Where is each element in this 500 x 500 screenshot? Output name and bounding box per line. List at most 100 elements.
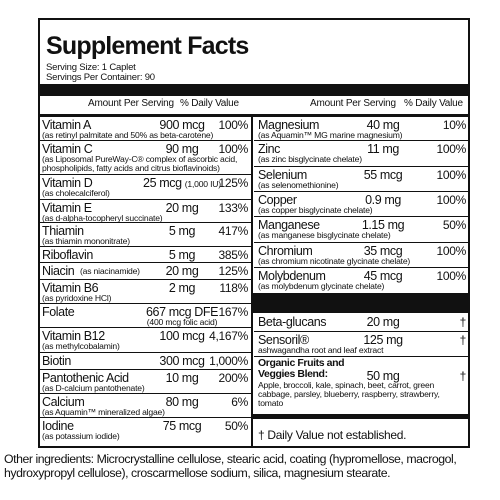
nutrient-name: Zinc xyxy=(258,142,281,156)
header-daily-value: % Daily Value xyxy=(404,98,463,109)
row-rule xyxy=(38,174,252,175)
amount: 20 mg xyxy=(132,264,232,278)
amount: 1.15 mg xyxy=(333,218,433,232)
row-rule xyxy=(254,331,470,332)
daily-value: 100% xyxy=(436,269,467,283)
daily-value: 50% xyxy=(224,419,248,433)
amount: 0.9 mg xyxy=(333,193,433,207)
amount: 55 mcg xyxy=(333,168,433,182)
daily-value: 167% xyxy=(218,305,249,319)
daily-value: 1,000% xyxy=(209,354,248,368)
daily-value: † xyxy=(459,315,467,329)
daily-value: 125% xyxy=(218,176,249,190)
nutrient-name: Riboflavin xyxy=(42,248,93,262)
row-rule xyxy=(38,262,252,263)
amount-value: 75 mcg xyxy=(162,419,202,433)
amount-value: 20 mg xyxy=(165,201,199,215)
nutrient-note: (as Liposomal PureWay-C® complex of asco… xyxy=(42,154,238,173)
amount-value: 300 mcg xyxy=(159,354,205,368)
amount-value: 90 mg xyxy=(165,142,199,156)
amount-value: 55 mcg xyxy=(363,168,403,182)
amount: 20 mg xyxy=(132,201,232,215)
nutrient-name: Vitamin B6 xyxy=(42,281,99,295)
daily-value: 100% xyxy=(436,168,467,182)
daily-value: 10% xyxy=(442,118,466,132)
row-rule xyxy=(38,140,252,141)
nutrient-name: Organic Fruits and Veggies Blend: xyxy=(258,357,345,380)
nutrient-name: Beta-glucans xyxy=(258,315,327,329)
nutrient-row: Vitamin D 25 mcg (1,000 IU) 125% (as cholec… xyxy=(42,175,250,200)
amount-value: 100 mcg xyxy=(159,329,205,343)
nutrient-row: Biotin 300 mcg 1,000% xyxy=(42,353,250,370)
other-ingredients: Other ingredients: Microcrystalline cell… xyxy=(4,452,457,480)
nutrient-note: (as niacinamide) xyxy=(80,266,140,276)
row-rule xyxy=(38,246,252,247)
nutrient-name: Chromium xyxy=(258,244,313,258)
nutrient-name: Molybdenum xyxy=(258,269,326,283)
nutrient-row: Copper 0.9 mg 100% (as copper bisglycinate … xyxy=(258,192,468,217)
nutrient-row: Calcium 80 mg 6% (as Aquamin™ mineralized a… xyxy=(42,394,250,418)
nutrient-row: Pantothenic Acid 10 mg 200% (as D-calcium p… xyxy=(42,370,250,394)
amount: 10 mg xyxy=(132,371,232,385)
nutrient-note: (as molybdenum glycinate chelate) xyxy=(258,281,385,291)
daily-value: 50% xyxy=(442,218,466,232)
row-rule xyxy=(254,216,470,217)
amount: 45 mcg xyxy=(333,269,433,283)
row-rule xyxy=(38,222,252,223)
section-bar xyxy=(253,293,470,313)
nutrient-note: (as d-alpha-tocopheryl succinate) xyxy=(42,213,163,223)
row-rule xyxy=(38,303,252,304)
row-rule xyxy=(38,199,252,200)
amount: 125 mg xyxy=(333,333,433,347)
label-frame xyxy=(38,18,470,448)
row-rule xyxy=(38,393,252,394)
nutrient-name: Folate xyxy=(42,305,75,319)
amount-value: 5 mg xyxy=(168,224,196,238)
amount: 5 mg xyxy=(132,224,232,238)
nutrient-row: Chromium 35 mcg 100% (as chromium nicotinat… xyxy=(258,243,468,268)
nutrient-row: Niacin 20 mg 125% (as niacinamide) xyxy=(42,263,250,280)
row-rule xyxy=(38,352,252,353)
nutrient-row: Organic Fruits and Veggies Blend: 50 mg † A… xyxy=(258,357,468,414)
nutrient-name: Calcium xyxy=(42,395,85,409)
nutrient-note: (as cholecalciferol) xyxy=(42,188,110,198)
amount: 90 mg xyxy=(132,142,232,156)
daily-value: 6% xyxy=(231,395,248,409)
nutrient-row: Molybdenum 45 mcg 100% (as molybdenum glyci… xyxy=(258,268,468,293)
nutrient-note: (as methylcobalamin) xyxy=(42,341,120,351)
nutrient-row: Zinc 11 mg 100% (as zinc bisglycinate chela… xyxy=(258,141,468,167)
column-divider xyxy=(251,117,253,448)
nutrient-note: (as selenomethionine) xyxy=(258,180,339,190)
amount: 900 mcg xyxy=(132,118,232,132)
amount-value: 50 mg xyxy=(366,369,400,383)
amount-value: 900 mcg xyxy=(159,118,205,132)
nutrient-note: (as copper bisglycinate chelate) xyxy=(258,205,373,215)
title: Supplement Facts xyxy=(46,32,249,60)
nutrient-note: (as Aquamin™ mineralized algae) xyxy=(42,407,165,417)
row-rule xyxy=(254,140,470,141)
nutrient-row: Vitamin B6 2 mg 118% (as pyridoxine HCl) xyxy=(42,280,250,304)
row-rule xyxy=(254,166,470,167)
daily-value: 417% xyxy=(218,224,249,238)
header-amount: Amount Per Serving xyxy=(88,98,174,109)
amount-value: 125 mg xyxy=(363,333,403,347)
nutrient-row: Folate 667 mcg DFE (400 mcg folic acid) 16… xyxy=(42,304,250,328)
nutrient-note: (as chromium nicotinate glycinate chelat… xyxy=(258,256,411,266)
nutrient-name: Vitamin E xyxy=(42,201,92,215)
daily-value: 100% xyxy=(218,142,249,156)
amount-value: 80 mg xyxy=(165,395,199,409)
nutrient-name: Vitamin B12 xyxy=(42,329,105,343)
nutrient-note: (as manganese bisglycinate chelate) xyxy=(258,230,391,240)
amount-value: 11 mg xyxy=(367,142,399,156)
servings-per-container: Servings Per Container: 90 xyxy=(46,72,155,83)
row-rule xyxy=(38,369,252,370)
amount-value: 35 mcg xyxy=(363,244,403,258)
amount-note: (1,000 IU) xyxy=(184,179,221,189)
amount: 50 mg xyxy=(333,369,433,383)
footnote: † Daily Value not established. xyxy=(258,428,407,442)
row-rule xyxy=(254,356,470,357)
amount-value: 20 mg xyxy=(366,315,400,329)
amount-value: 667 mcg DFE xyxy=(145,305,219,319)
nutrient-note: (as retinyl palmitate and 50% as beta-ca… xyxy=(42,130,214,140)
nutrient-note: (as zinc bisglycinate chelate) xyxy=(258,154,362,164)
